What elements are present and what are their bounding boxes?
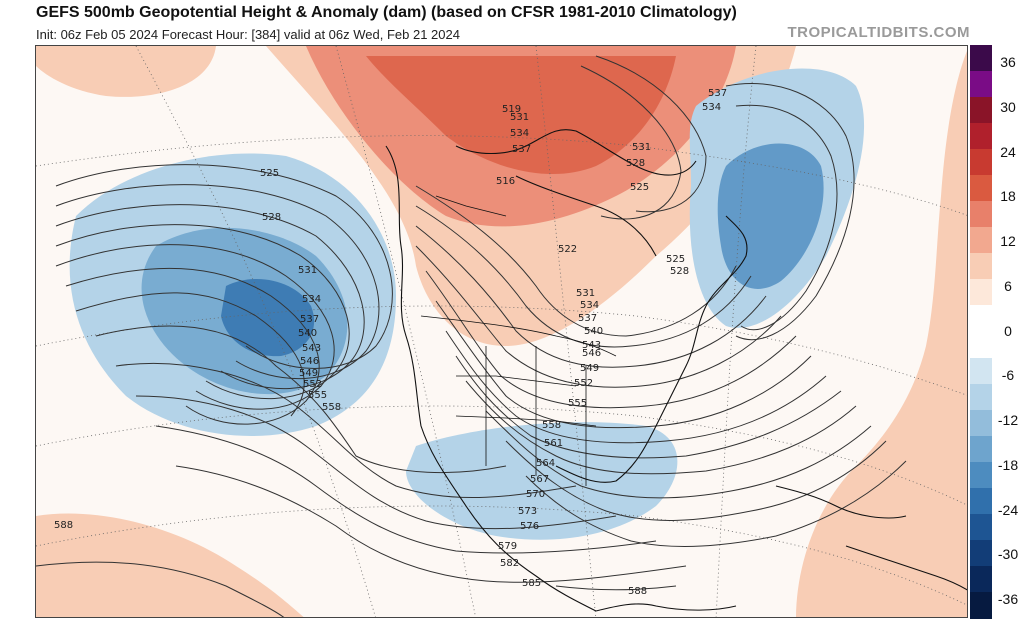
contour-label: 534	[510, 128, 529, 139]
colorbar	[970, 45, 992, 619]
colorbar-tick-label: -30	[997, 546, 1019, 563]
contour-label: 531	[298, 265, 317, 276]
graticule	[36, 46, 967, 617]
colorbar-tick-label: -24	[997, 501, 1019, 518]
contour-label: 519	[502, 104, 521, 115]
contour-label: 567	[530, 474, 549, 485]
contour-label: 525	[666, 254, 685, 265]
contour-label: 543	[582, 340, 601, 351]
contour-label: 525	[260, 168, 279, 179]
contour-label: 549	[580, 363, 599, 374]
contour-label: 531	[510, 112, 529, 123]
height-contours	[36, 55, 907, 617]
contour-label: 516	[496, 176, 515, 187]
contour-label: 576	[520, 521, 539, 532]
colorbar-segment	[970, 201, 992, 229]
contour-label: 582	[500, 558, 519, 569]
colorbar-segment	[970, 539, 992, 567]
colorbar-tick-label: -12	[997, 412, 1019, 428]
colorbar-tick-label: 24	[1000, 143, 1016, 160]
colorbar-segment	[970, 591, 992, 619]
coastlines	[385, 129, 967, 612]
colorbar-tick-label: 36	[1000, 54, 1016, 70]
chart-subtitle: Init: 06z Feb 05 2024 Forecast Hour: [38…	[36, 27, 460, 42]
contour-label: 558	[542, 420, 561, 431]
contour-label: 558	[322, 402, 341, 413]
contour-label: 531	[632, 142, 651, 153]
colorbar-segment	[970, 123, 992, 151]
anomaly-negative-pacific-max	[221, 278, 315, 357]
contour-label: 570	[526, 489, 545, 500]
colorbar-tick-label: 30	[1000, 98, 1016, 115]
contour-label: 555	[568, 398, 587, 409]
colorbar-segment	[970, 253, 992, 281]
colorbar-segment	[970, 227, 992, 255]
colorbar-segment	[970, 305, 992, 333]
contour-label: 552	[574, 378, 593, 389]
colorbar-segment	[970, 487, 992, 515]
colorbar-segment	[970, 97, 992, 125]
colorbar-tick-label: -18	[997, 456, 1019, 473]
contour-label: 537	[300, 314, 319, 325]
colorbar-tick-label: 6	[1004, 277, 1012, 294]
contour-label: 573	[518, 506, 537, 517]
contour-label: 528	[670, 266, 689, 277]
contour-label: 546	[300, 356, 319, 367]
contour-label: 522	[558, 244, 577, 255]
colorbar-tick-label: -6	[1001, 367, 1015, 384]
colorbar-tick-label: 18	[1000, 188, 1016, 205]
colorbar-tick-label: -36	[997, 591, 1019, 607]
contour-label: 543	[302, 343, 321, 354]
contour-label: 540	[584, 326, 603, 337]
anomaly-positive-atlantic	[796, 50, 967, 617]
colorbar-segment	[970, 279, 992, 307]
colorbar-segment	[970, 435, 992, 463]
colorbar-segment	[970, 331, 992, 359]
anomaly-negative-atlantic-core	[717, 143, 824, 289]
contour-label: 549	[299, 368, 318, 379]
anomaly-positive-nw	[36, 46, 216, 97]
contour-label: 528	[262, 212, 281, 223]
colorbar-segment	[970, 383, 992, 411]
colorbar-tick-label: 12	[1000, 233, 1016, 249]
colorbar-segment	[970, 461, 992, 489]
contour-label: 552	[303, 379, 322, 390]
colorbar-segment	[970, 565, 992, 593]
contour-label: 528	[626, 158, 645, 169]
anomaly-negative-south-us	[406, 422, 678, 540]
contour-label: 534	[302, 294, 321, 305]
contour-label: 534	[580, 300, 599, 311]
anomaly-positive-max	[366, 56, 676, 175]
colorbar-segment	[970, 357, 992, 385]
height-anomaly-map: 525 528 531 534 537 540 543 546 549 552 …	[36, 46, 967, 617]
contour-label: 546	[582, 348, 601, 359]
contour-label: 564	[536, 458, 555, 469]
contour-label: 537	[512, 144, 531, 155]
colorbar-segment	[970, 409, 992, 437]
contour-label: 555	[308, 390, 327, 401]
contour-label-group: 525 528 531 534 537 540 543 546 549 552 …	[54, 88, 727, 597]
chart-title: GEFS 500mb Geopotential Height & Anomaly…	[36, 4, 737, 21]
contour-label: 534	[702, 102, 721, 113]
watermark: TROPICALTIDBITS.COM	[787, 24, 970, 41]
contour-label: 585	[522, 578, 541, 589]
colorbar-segment	[970, 175, 992, 203]
contour-label: 540	[298, 328, 317, 339]
contour-label: 525	[630, 182, 649, 193]
contour-label: 588	[628, 586, 647, 597]
colorbar-segment	[970, 513, 992, 541]
map-panel: 525 528 531 534 537 540 543 546 549 552 …	[35, 45, 968, 618]
contour-label: 531	[576, 288, 595, 299]
colorbar-segment	[970, 71, 992, 99]
contour-label: 579	[498, 541, 517, 552]
political-borders	[420, 195, 617, 486]
contour-label: 537	[578, 313, 597, 324]
contour-label: 588	[54, 520, 73, 531]
contour-label: 561	[544, 438, 563, 449]
colorbar-segment	[970, 45, 992, 72]
colorbar-segment	[970, 149, 992, 177]
contour-label: 537	[708, 88, 727, 99]
colorbar-tick-label: 0	[1004, 322, 1012, 339]
